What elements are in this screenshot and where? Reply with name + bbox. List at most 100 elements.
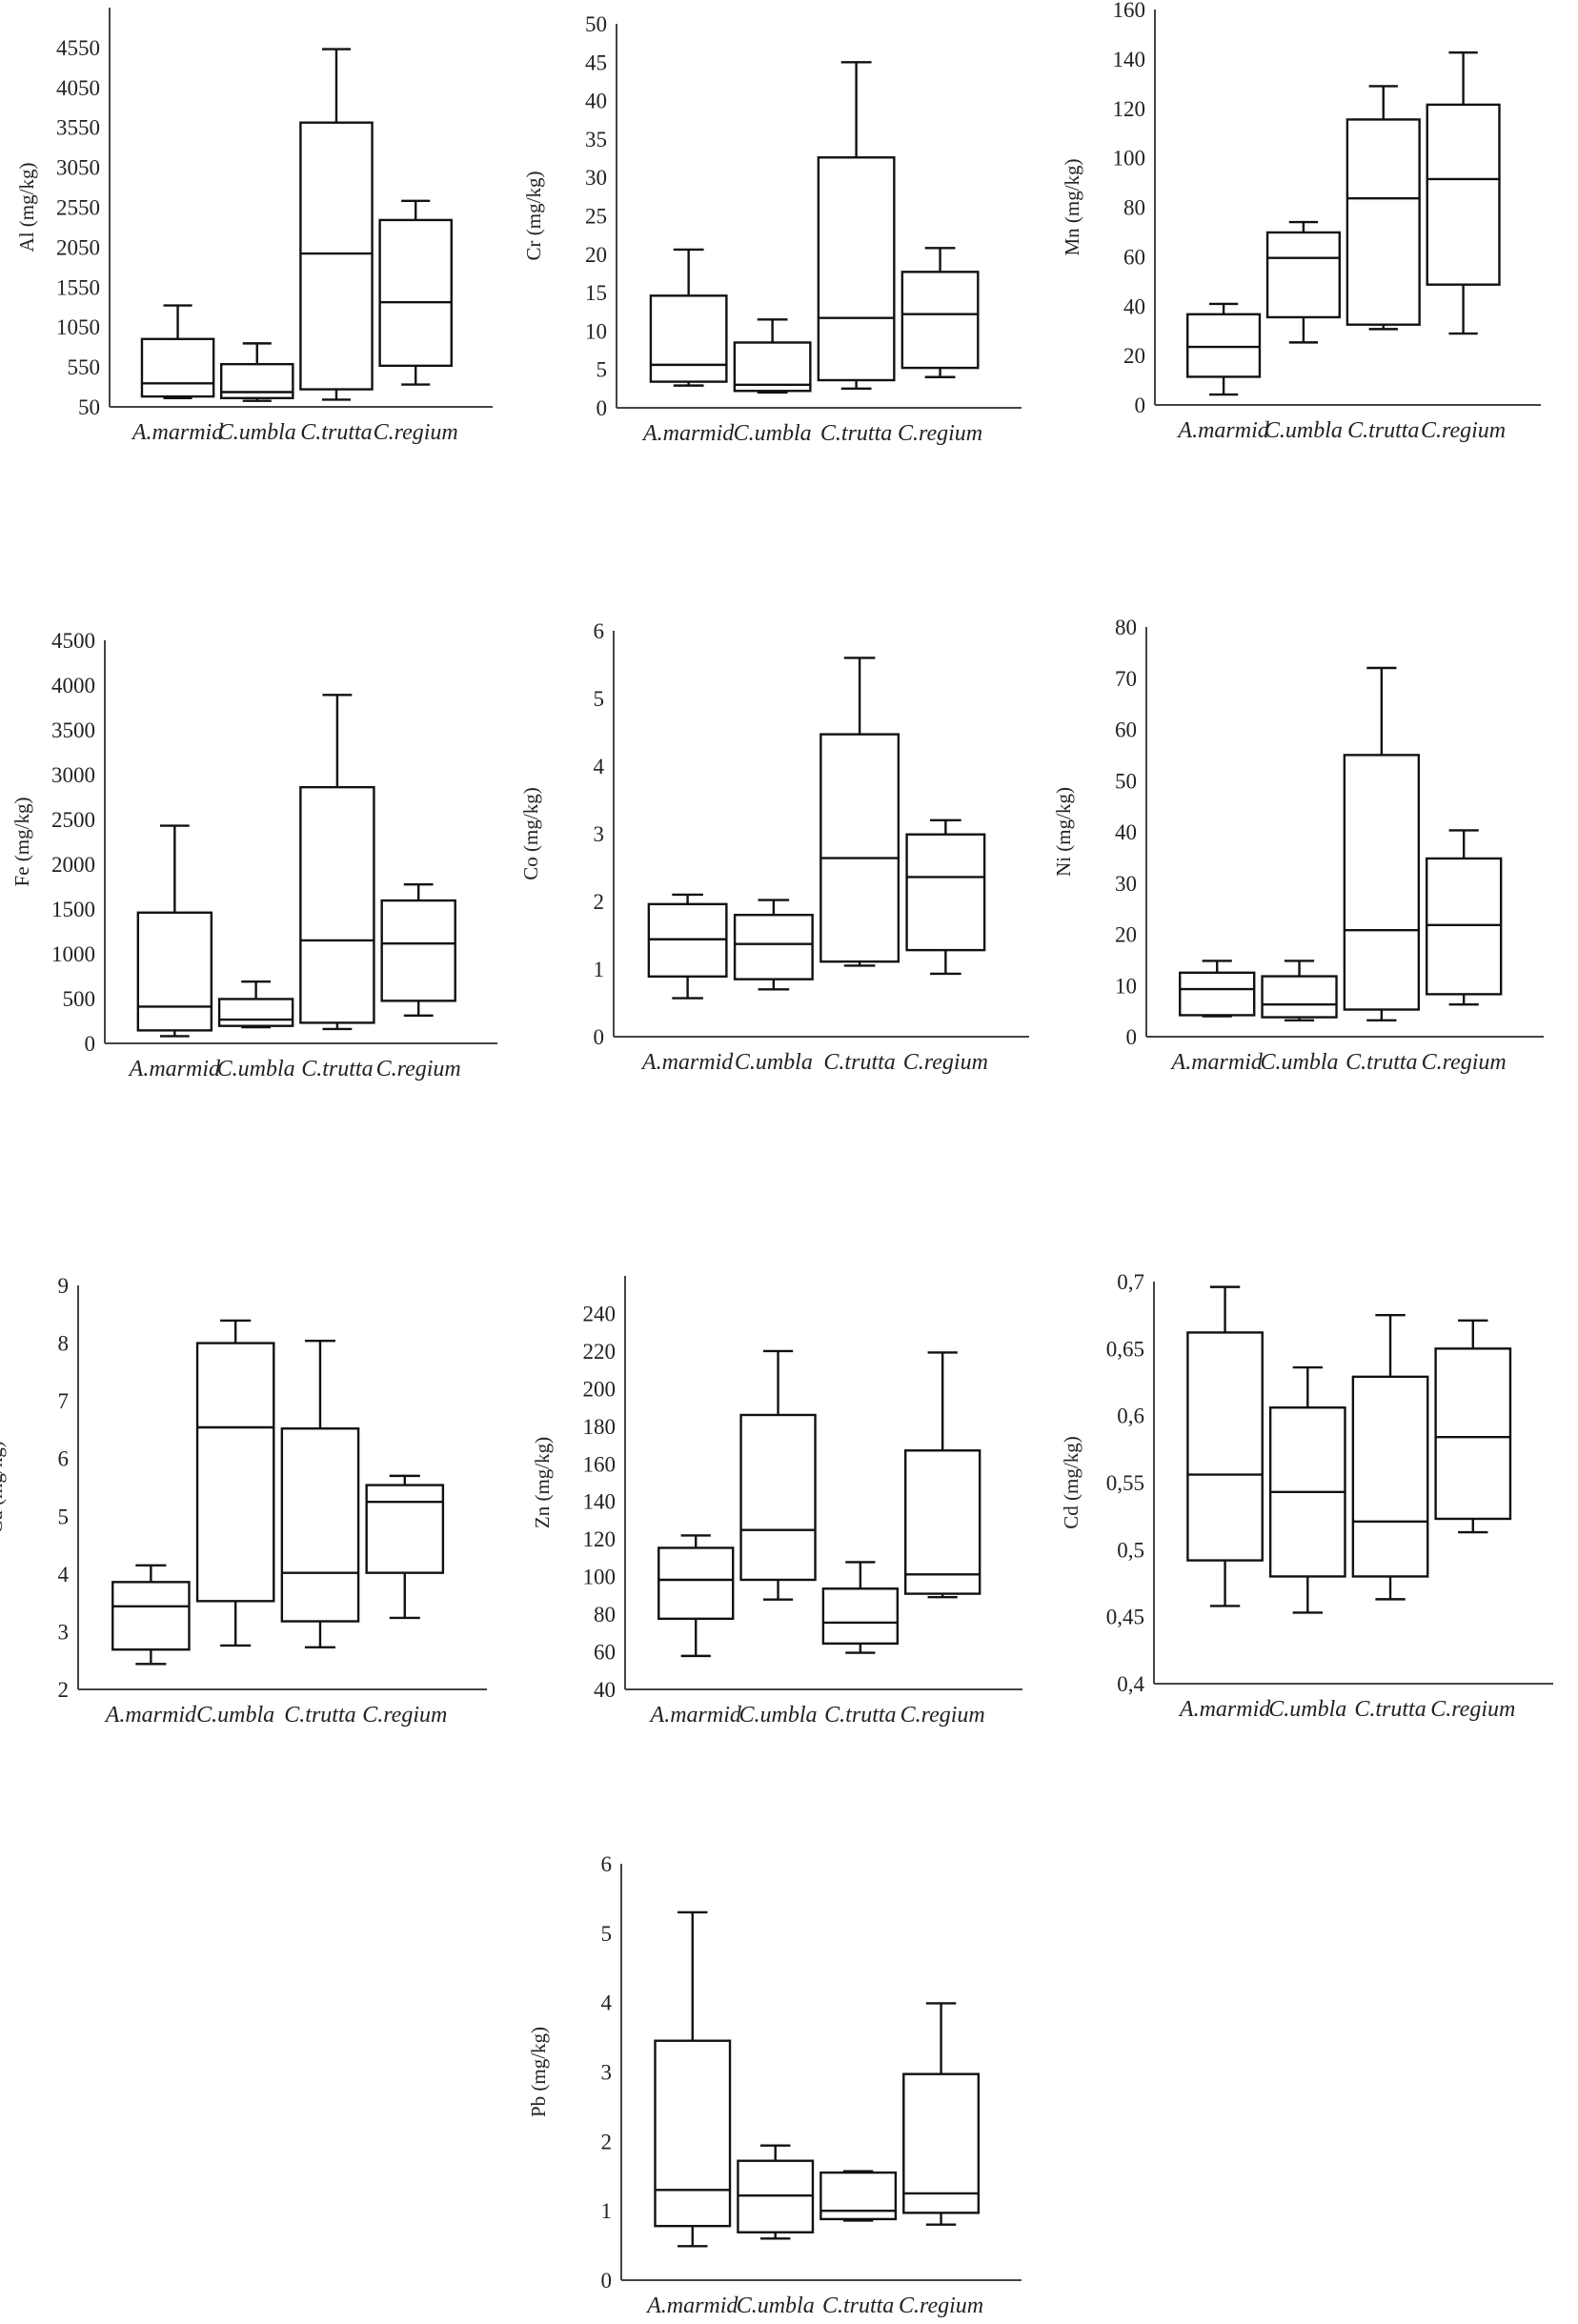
category-label: A.marmid — [1176, 418, 1269, 443]
y-tick-label: 4550 — [56, 36, 100, 60]
y-tick-label: 160 — [1113, 0, 1146, 22]
box-c-regium — [380, 882, 456, 1018]
category-label: C.trutta — [820, 421, 892, 446]
iqr-box — [140, 337, 215, 398]
iqr-box — [733, 914, 814, 980]
category-label: C.regium — [362, 1703, 447, 1728]
iqr-box — [649, 294, 728, 383]
y-axis-label: Zn (mg/kg) — [531, 1437, 554, 1528]
y-tick-label: 3050 — [56, 156, 100, 180]
box-c-trutta — [821, 1561, 900, 1654]
iqr-box — [817, 156, 896, 382]
box-c-trutta — [299, 694, 375, 1031]
iqr-box — [739, 1413, 817, 1582]
box-c-trutta — [819, 2170, 898, 2222]
boxplot-panel: 0 10 20 30 40 50 60 70 80 Ni (mg/kg) A.marmidC.umb… — [1052, 616, 1544, 1075]
category-label: A.marmid — [649, 1703, 742, 1728]
boxplot-panel: 50 550 1050 1550 2050 2550 3050 3550 4050 4550 Al … — [15, 8, 493, 445]
box-a-marmid — [1186, 302, 1262, 396]
iqr-box — [1265, 231, 1341, 319]
y-tick-label: 60 — [1123, 245, 1145, 269]
category-label: C.regium — [1422, 1050, 1507, 1075]
iqr-box — [136, 911, 213, 1032]
box-c-umbla — [737, 2144, 815, 2240]
y-tick-label: 20 — [1123, 344, 1145, 368]
boxplot-panel: 0,4 0,45 0,5 0,55 0,6 0,65 0,7 Cd (mg/kg) A.marm… — [1060, 1270, 1553, 1722]
category-label: C.umbla — [734, 421, 812, 446]
y-axis-label: Cu (mg/kg) — [0, 1441, 7, 1533]
y-tick-label: 0 — [1135, 394, 1146, 417]
y-tick-label: 0 — [594, 1025, 605, 1049]
box-c-umbla — [219, 342, 294, 402]
y-tick-label: 1050 — [56, 315, 100, 339]
y-tick-label: 1000 — [51, 942, 95, 966]
box-c-trutta — [1351, 1313, 1429, 1601]
y-tick-label: 120 — [583, 1527, 617, 1551]
category-label: C.regium — [1421, 418, 1506, 443]
y-axis-label: Cr (mg/kg) — [522, 172, 545, 261]
y-tick-label: 80 — [1115, 616, 1137, 639]
box-a-marmid — [1186, 1285, 1264, 1607]
y-tick-label: 20 — [585, 243, 607, 267]
boxplot-panel: 0 500 1000 1500 2000 2500 3000 3500 4000 4500 Fe (… — [10, 629, 497, 1081]
y-tick-label: 60 — [1115, 718, 1137, 742]
iqr-box — [819, 733, 900, 963]
box-c-trutta — [1343, 666, 1421, 1022]
category-label: C.umbla — [1261, 1050, 1339, 1075]
iqr-box — [299, 121, 374, 391]
box-c-umbla — [195, 1319, 275, 1647]
y-tick-label: 6 — [594, 619, 605, 643]
iqr-box — [1261, 975, 1338, 1019]
y-tick-label: 2500 — [51, 808, 95, 832]
y-tick-label: 8 — [58, 1332, 70, 1356]
category-label: A.marmid — [128, 1057, 221, 1081]
y-tick-label: 6 — [58, 1447, 70, 1471]
y-tick-label: 240 — [583, 1302, 617, 1325]
y-tick-label: 2 — [601, 2130, 613, 2153]
box-a-marmid — [649, 248, 728, 387]
iqr-box — [1351, 1375, 1429, 1578]
category-label: C.regium — [899, 2294, 983, 2318]
iqr-box — [195, 1342, 275, 1603]
category-label: C.trutta — [301, 1057, 373, 1081]
y-axis-label: Cd (mg/kg) — [1060, 1436, 1082, 1528]
iqr-box — [905, 833, 986, 952]
y-tick-label: 4 — [58, 1563, 70, 1586]
y-tick-label: 1 — [594, 958, 605, 981]
y-tick-label: 140 — [1113, 48, 1146, 71]
box-c-umbla — [1265, 220, 1341, 344]
iqr-box — [1186, 1331, 1264, 1562]
iqr-box — [658, 1546, 735, 1621]
category-label: C.trutta — [1345, 1050, 1417, 1075]
box-a-marmid — [658, 1534, 735, 1658]
y-tick-label: 20 — [1115, 923, 1137, 947]
y-tick-label: 10 — [585, 319, 607, 343]
box-c-trutta — [280, 1339, 360, 1648]
box-c-regium — [905, 818, 986, 976]
category-label: C.trutta — [300, 420, 372, 445]
y-tick-label: 120 — [1113, 97, 1146, 121]
y-tick-label: 2550 — [56, 196, 100, 220]
y-tick-label: 180 — [583, 1415, 617, 1439]
y-tick-label: 40 — [1123, 294, 1145, 318]
box-a-marmid — [647, 893, 728, 1000]
y-tick-label: 0,45 — [1106, 1606, 1144, 1629]
y-tick-label: 0,55 — [1106, 1471, 1144, 1495]
category-label: A.marmid — [1178, 1697, 1271, 1722]
box-c-regium — [900, 247, 980, 378]
iqr-box — [819, 2171, 898, 2221]
y-tick-label: 4000 — [51, 674, 95, 697]
category-label: C.trutta — [1354, 1697, 1426, 1722]
category-label: C.regium — [374, 420, 458, 445]
y-tick-label: 30 — [585, 166, 607, 190]
y-tick-label: 100 — [1113, 147, 1146, 171]
y-tick-label: 2 — [594, 890, 605, 914]
category-label: C.umbla — [735, 1050, 813, 1075]
y-tick-label: 40 — [594, 1678, 616, 1702]
y-tick-label: 50 — [585, 12, 607, 36]
y-tick-label: 100 — [583, 1566, 617, 1589]
box-c-umbla — [733, 318, 812, 394]
y-tick-label: 550 — [68, 355, 101, 379]
iqr-box — [1426, 103, 1501, 286]
